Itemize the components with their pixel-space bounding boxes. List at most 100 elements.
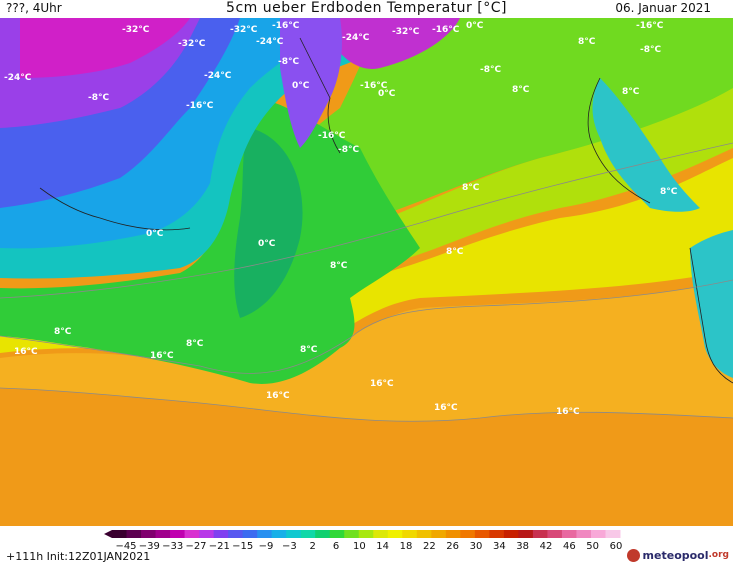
legend-swatch bbox=[547, 530, 563, 538]
legend-swatch bbox=[242, 530, 258, 538]
legend-swatch bbox=[184, 530, 200, 538]
legend-swatch bbox=[300, 530, 316, 538]
legend-tick-label: 38 bbox=[516, 541, 529, 550]
isotherm bbox=[0, 387, 733, 422]
temp-label: 0°C bbox=[466, 21, 484, 31]
temp-label: -32°C bbox=[122, 25, 150, 35]
temp-label: 0°C bbox=[258, 239, 276, 249]
isotherm bbox=[0, 142, 733, 299]
legend-swatch bbox=[431, 530, 447, 538]
zone-europe-east bbox=[690, 230, 733, 378]
temp-label: -16°C bbox=[186, 101, 214, 111]
temp-label: -32°C bbox=[392, 27, 420, 37]
zone-green bbox=[0, 96, 420, 384]
temp-label: 8°C bbox=[578, 37, 596, 47]
legend-swatch bbox=[590, 530, 606, 538]
legend-tick-label: −21 bbox=[209, 541, 230, 550]
legend-swatch bbox=[257, 530, 273, 538]
legend-tick-label: −9 bbox=[259, 541, 274, 550]
legend-tick-label: −33 bbox=[162, 541, 183, 550]
temp-label: -16°C bbox=[360, 81, 388, 91]
temp-label: 16°C bbox=[556, 407, 580, 417]
forecast-date: 06. Januar 2021 bbox=[615, 1, 711, 15]
legend-swatch bbox=[199, 530, 215, 538]
isotherm bbox=[0, 279, 733, 374]
temp-label: -8°C bbox=[480, 65, 501, 75]
temp-label: -24°C bbox=[204, 71, 232, 81]
legend-swatch bbox=[358, 530, 374, 538]
temp-label: 0°C bbox=[146, 229, 164, 239]
legend-tick-label: 30 bbox=[470, 541, 483, 550]
legend-swatch bbox=[416, 530, 432, 538]
legend-swatch bbox=[474, 530, 490, 538]
temp-label: -32°C bbox=[230, 25, 258, 35]
legend-swatch bbox=[445, 530, 461, 538]
legend-swatch bbox=[518, 530, 534, 538]
coastline bbox=[689, 247, 733, 384]
zone-dark-green bbox=[234, 128, 303, 318]
legend: −45 −39 −33 −27 −21 −15 −9 −3 2 6 10 14 18 22 26 30 34 38… bbox=[0, 526, 733, 566]
zone-magenta bbox=[20, 18, 190, 78]
temp-label: -8°C bbox=[338, 145, 359, 155]
legend-swatch bbox=[489, 530, 505, 538]
legend-swatch bbox=[605, 530, 621, 538]
legend-swatch bbox=[315, 530, 331, 538]
legend-tick-label: −3 bbox=[282, 541, 297, 550]
logo-icon bbox=[626, 548, 640, 562]
temp-label: 16°C bbox=[150, 351, 174, 361]
legend-tick-label: −15 bbox=[232, 541, 253, 550]
legend-tick-label: 14 bbox=[376, 541, 389, 550]
legend-tick-label: −39 bbox=[139, 541, 160, 550]
zone-greenland-cold bbox=[280, 18, 342, 148]
legend-swatch bbox=[576, 530, 592, 538]
temp-label: -16°C bbox=[272, 21, 300, 31]
temp-label: 8°C bbox=[622, 87, 640, 97]
legend-swatch bbox=[402, 530, 418, 538]
temp-label: -24°C bbox=[342, 33, 370, 43]
zone-scandinavia bbox=[592, 78, 700, 212]
legend-tick-label: 22 bbox=[423, 541, 436, 550]
temp-label: -32°C bbox=[178, 39, 206, 49]
temp-label: -8°C bbox=[640, 45, 661, 55]
legend-swatch bbox=[532, 530, 548, 538]
map-title: 5cm ueber Erdboden Temperatur [°C] bbox=[226, 0, 507, 16]
temp-label: 8°C bbox=[446, 247, 464, 257]
logo-text: meteopool bbox=[642, 548, 709, 562]
legend-tick-label: 60 bbox=[610, 541, 623, 550]
temp-label: -8°C bbox=[88, 93, 109, 103]
temperature-map: -32°C -32°C -16°C -24°C -32°C -24°C -32°… bbox=[0, 18, 733, 526]
temp-label: 8°C bbox=[660, 187, 678, 197]
legend-swatch bbox=[344, 530, 360, 538]
legend-colorbar: −45 −39 −33 −27 −21 −15 −9 −3 2 6 10 14 18 22 26 30 34 38… bbox=[104, 530, 623, 552]
temp-label: 0°C bbox=[292, 81, 310, 91]
legend-tick-label: 46 bbox=[563, 541, 576, 550]
temp-label: 16°C bbox=[434, 403, 458, 413]
zone-light-orange bbox=[0, 283, 733, 422]
legend-swatch bbox=[373, 530, 389, 538]
temp-label: 8°C bbox=[330, 261, 348, 271]
meteopool-logo[interactable]: meteopool .org bbox=[626, 546, 729, 564]
coastline bbox=[299, 37, 341, 154]
legend-swatch bbox=[112, 530, 128, 538]
legend-swatch bbox=[126, 530, 142, 538]
legend-tick-label: 26 bbox=[446, 541, 459, 550]
temp-label: -24°C bbox=[256, 37, 284, 47]
temp-label: 8°C bbox=[462, 183, 480, 193]
legend-swatch bbox=[271, 530, 287, 538]
legend-tick-label: 10 bbox=[353, 541, 366, 550]
temp-label: -24°C bbox=[4, 73, 32, 83]
legend-swatch bbox=[155, 530, 171, 538]
legend-swatch bbox=[561, 530, 577, 538]
coastline bbox=[39, 187, 191, 231]
legend-swatch bbox=[387, 530, 403, 538]
temp-label: -16°C bbox=[636, 21, 664, 31]
run-info: +111h Init:12Z01JAN2021 bbox=[6, 550, 151, 563]
temp-label: 8°C bbox=[54, 327, 72, 337]
temp-label: 16°C bbox=[370, 379, 394, 389]
legend-tick-label: −45 bbox=[115, 541, 136, 550]
legend-swatch bbox=[329, 530, 345, 538]
legend-swatch bbox=[170, 530, 186, 538]
zone-magenta-greenland bbox=[330, 18, 460, 69]
temp-label: -8°C bbox=[278, 57, 299, 67]
legend-swatch bbox=[213, 530, 229, 538]
